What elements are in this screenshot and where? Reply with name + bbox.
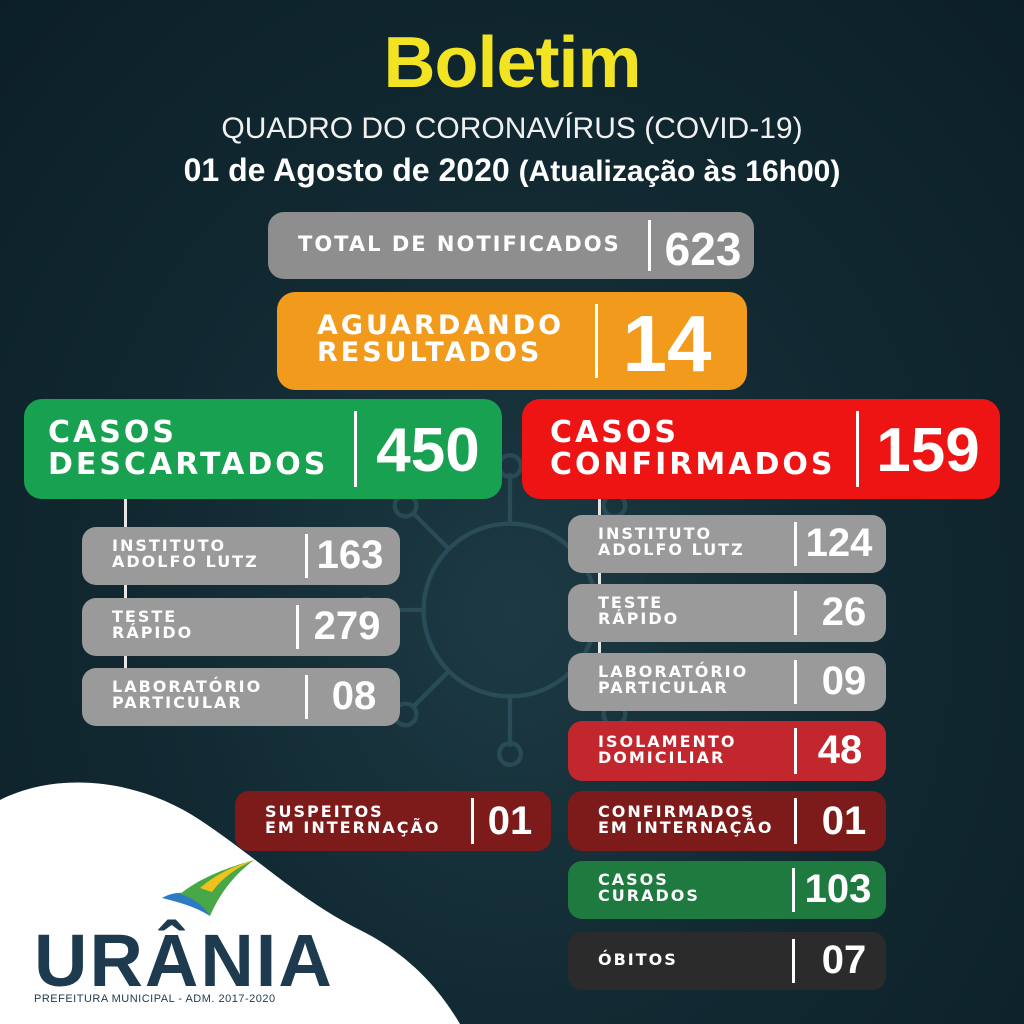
subtitle: QUADRO DO CORONAVÍRUS (COVID-19) bbox=[221, 112, 803, 145]
confirmed-cases-label: CASOS CONFIRMADOS bbox=[550, 415, 836, 482]
item-label: INSTITUTO ADOLFO LUTZ bbox=[598, 524, 745, 559]
item-value: 01 bbox=[821, 799, 867, 843]
separator bbox=[595, 303, 598, 379]
separator bbox=[792, 938, 795, 984]
suspects-hospitalized-value: 01 bbox=[487, 799, 533, 843]
awaiting-results-label: AGUARDANDO RESULTADOS bbox=[317, 310, 565, 368]
item-label: TESTE RÁPIDO bbox=[598, 593, 680, 628]
discarded-cases-label: CASOS DESCARTADOS bbox=[48, 415, 329, 482]
awaiting-results-value: 14 bbox=[622, 299, 712, 388]
total-notified-value: 623 bbox=[664, 223, 742, 275]
discarded-cases-card: CASOS DESCARTADOS 450 bbox=[24, 399, 502, 499]
urania-logo-text: URÂNIA bbox=[34, 919, 334, 1002]
item-value: 09 bbox=[821, 659, 867, 703]
date-line: 01 de Agosto de 2020 (Atualização às 16h… bbox=[0, 152, 1024, 189]
separator bbox=[794, 590, 797, 636]
confirmed-cases-card: CASOS CONFIRMADOS 159 bbox=[522, 399, 1000, 499]
confirmed-hospitalized-card: CONFIRMADOS EM INTERNAÇÃO 01 bbox=[568, 791, 886, 851]
separator bbox=[305, 533, 308, 579]
discarded-adolfo-lutz-card: INSTITUTO ADOLFO LUTZ 163 bbox=[82, 527, 400, 585]
separator bbox=[305, 674, 308, 720]
confirmed-private-lab-card: LABORATÓRIO PARTICULAR 09 bbox=[568, 653, 886, 711]
confirmed-rapid-test-card: TESTE RÁPIDO 26 bbox=[568, 584, 886, 642]
item-label: LABORATÓRIO PARTICULAR bbox=[598, 662, 749, 697]
discarded-cases-value: 450 bbox=[376, 416, 480, 485]
confirmed-cases-value: 159 bbox=[876, 416, 980, 485]
item-label: ISOLAMENTO DOMICILIAR bbox=[598, 732, 737, 767]
report-date: 01 de Agosto de 2020 bbox=[183, 152, 510, 188]
discarded-private-lab-card: LABORATÓRIO PARTICULAR 08 bbox=[82, 668, 400, 726]
item-value: 26 bbox=[821, 590, 867, 634]
separator bbox=[794, 798, 797, 844]
item-label: CONFIRMADOS EM INTERNAÇÃO bbox=[598, 802, 774, 837]
separator bbox=[794, 521, 797, 567]
item-label: CASOS CURADOS bbox=[598, 870, 700, 905]
separator bbox=[296, 604, 299, 650]
separator bbox=[354, 411, 357, 487]
suspects-hospitalized-card: SUSPEITOS EM INTERNAÇÃO 01 bbox=[235, 791, 551, 851]
item-label: INSTITUTO ADOLFO LUTZ bbox=[112, 536, 259, 571]
urania-logo-mark bbox=[162, 860, 254, 916]
confirmed-adolfo-lutz-card: INSTITUTO ADOLFO LUTZ 124 bbox=[568, 515, 886, 573]
separator bbox=[794, 659, 797, 705]
separator bbox=[648, 220, 651, 271]
deaths-card: ÓBITOS 07 bbox=[568, 932, 886, 990]
item-label: TESTE RÁPIDO bbox=[112, 607, 194, 642]
item-value: 103 bbox=[804, 867, 872, 911]
item-value: 124 bbox=[805, 521, 873, 565]
item-label: LABORATÓRIO PARTICULAR bbox=[112, 677, 263, 712]
item-label: ÓBITOS bbox=[598, 950, 678, 969]
total-notified-card: TOTAL DE NOTIFICADOS 623 bbox=[268, 212, 754, 279]
cured-cases-card: CASOS CURADOS 103 bbox=[568, 861, 886, 919]
item-value: 48 bbox=[817, 728, 863, 772]
total-notified-label: TOTAL DE NOTIFICADOS bbox=[298, 232, 621, 256]
separator bbox=[792, 867, 795, 913]
item-value: 163 bbox=[316, 533, 384, 577]
item-value: 08 bbox=[331, 674, 377, 718]
discarded-rapid-test-card: TESTE RÁPIDO 279 bbox=[82, 598, 400, 656]
awaiting-results-card: AGUARDANDO RESULTADOS 14 bbox=[277, 292, 747, 390]
page-title: Boletim bbox=[383, 23, 641, 103]
home-isolation-card: ISOLAMENTO DOMICILIAR 48 bbox=[568, 721, 886, 781]
separator bbox=[471, 798, 474, 844]
item-value: 07 bbox=[821, 938, 867, 982]
item-value: 279 bbox=[313, 604, 381, 648]
connector-line bbox=[124, 499, 127, 679]
suspects-hospitalized-label: SUSPEITOS EM INTERNAÇÃO bbox=[265, 802, 441, 837]
update-time: (Atualização às 16h00) bbox=[518, 155, 841, 188]
separator bbox=[856, 411, 859, 487]
logo-tagline: PREFEITURA MUNICIPAL - ADM. 2017-2020 bbox=[34, 993, 276, 1005]
separator bbox=[794, 728, 797, 774]
logo-background bbox=[0, 782, 460, 1024]
